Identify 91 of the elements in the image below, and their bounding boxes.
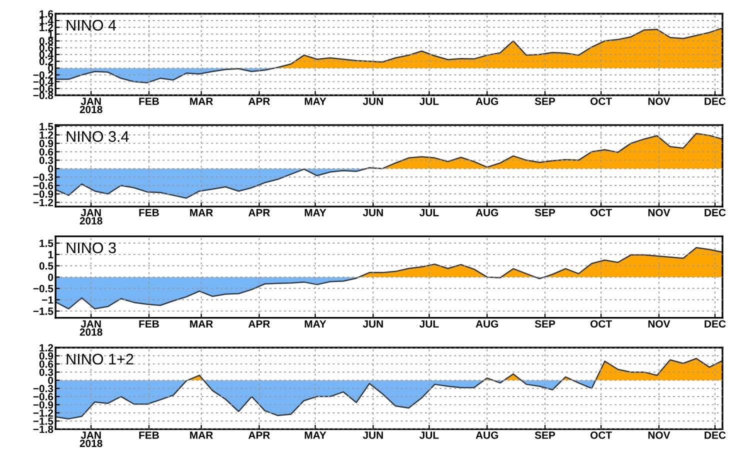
x-tick-label: APR — [248, 432, 270, 439]
x-tick-label: SEP — [534, 208, 556, 216]
x-tick-label: JAN 2018 — [80, 98, 102, 114]
y-tick-label: −0.8 — [33, 92, 54, 100]
y-tick-label: 0.3 — [39, 368, 54, 376]
y-tick-label: 0 — [48, 274, 54, 281]
x-tick-label: JUL — [420, 432, 439, 439]
y-tick-label: 0.6 — [39, 148, 54, 156]
x-tick-label: JAN 2018 — [80, 320, 102, 336]
x-tick-label: OCT — [590, 98, 612, 105]
x-tick-label: JAN 2018 — [80, 209, 102, 224]
x-tick-label: DEC — [704, 320, 726, 328]
x-tick-label: DEC — [704, 432, 726, 439]
x-tick-label: JUL — [420, 320, 439, 328]
x-tick-label: MAR — [190, 209, 213, 216]
x-tick-label: APR — [248, 209, 270, 216]
y-tick-label: −0.6 — [33, 84, 54, 92]
x-tick-label: JUN — [362, 98, 383, 105]
x-tick-label: FEB — [139, 98, 159, 105]
y-tick-label: −0.3 — [33, 384, 54, 392]
x-tick-label: JUL — [420, 209, 439, 216]
y-tick-label: 1 — [48, 251, 54, 258]
x-tick-label: JUN — [362, 432, 383, 439]
y-tick-label: −0.4 — [33, 78, 54, 86]
y-tick-label: 0 — [48, 165, 54, 172]
y-tick-label: 0.3 — [39, 156, 54, 164]
y-tick-label: 0.6 — [39, 44, 54, 52]
x-tick-label: JUL — [420, 98, 439, 105]
x-tick-label: JAN 2018 — [80, 432, 102, 448]
x-tick-label: APR — [248, 98, 270, 105]
y-tick-label: 1.4 — [40, 17, 54, 24]
y-tick-label: −0.6 — [33, 393, 54, 400]
x-tick-label: MAY — [304, 98, 326, 105]
y-tick-label: −0.2 — [33, 71, 54, 79]
x-tick-label: NOV — [648, 432, 670, 439]
y-tick-label: 1.6 — [40, 10, 54, 18]
y-tick-label: 0.9 — [39, 140, 54, 148]
y-tick-label: −0.3 — [33, 174, 54, 181]
y-tick-label: 0.6 — [39, 360, 54, 368]
x-tick-label: JUN — [362, 209, 383, 216]
x-tick-label: SEP — [534, 98, 556, 105]
y-tick-label: −0.9 — [33, 190, 54, 198]
y-tick-label: −0.6 — [33, 182, 54, 190]
x-tick-label: MAY — [304, 209, 326, 216]
chart-title: NINO 3 — [66, 242, 116, 254]
x-tick-label: AUG — [476, 98, 498, 105]
y-tick-label: 1.2 — [40, 344, 54, 352]
x-tick-label: MAY — [304, 432, 326, 439]
y-tick-label: −1.2 — [33, 198, 54, 206]
y-tick-label: −1 — [42, 296, 54, 304]
x-tick-label: OCT — [590, 432, 612, 439]
x-tick-label: AUG — [476, 208, 498, 216]
x-tick-label: FEB — [139, 209, 159, 216]
x-tick-label: NOV — [648, 320, 670, 328]
y-tick-label: 0.4 — [39, 51, 54, 58]
chart-title: NINO 4 — [66, 20, 116, 31]
x-tick-label: SEP — [534, 432, 556, 439]
y-tick-label: −1.5 — [33, 418, 54, 425]
x-tick-label: APR — [248, 320, 270, 328]
x-tick-label: MAY — [304, 320, 326, 328]
x-tick-label: JUN — [362, 320, 383, 328]
y-tick-label: 0.5 — [39, 262, 54, 270]
x-tick-label: FEB — [139, 320, 159, 328]
x-tick-label: AUG — [476, 432, 498, 439]
y-tick-label: 1.5 — [40, 123, 54, 130]
y-tick-label: −0.9 — [33, 401, 54, 409]
y-tick-label: 1.2 — [40, 131, 54, 139]
x-tick-label: OCT — [590, 208, 612, 216]
y-tick-label: −1.2 — [33, 409, 54, 417]
x-tick-label: DEC — [704, 208, 726, 216]
y-tick-label: 0.9 — [39, 352, 54, 360]
x-tick-label: OCT — [590, 320, 612, 328]
y-tick-label: 0.8 — [39, 37, 54, 45]
x-tick-label: FEB — [139, 432, 159, 439]
y-tick-label: 1.5 — [40, 240, 54, 247]
chart-title: NINO 1+2 — [66, 354, 134, 365]
y-tick-label: 1.2 — [40, 24, 54, 32]
x-tick-label: SEP — [534, 320, 556, 328]
y-tick-label: −1.8 — [33, 426, 54, 434]
y-tick-label: 0 — [48, 376, 54, 384]
y-tick-label: −0.5 — [33, 284, 54, 292]
y-tick-label: −1.5 — [33, 308, 54, 315]
x-tick-label: MAR — [190, 98, 213, 105]
x-tick-label: MAR — [190, 320, 213, 328]
x-tick-label: NOV — [648, 98, 670, 105]
y-tick-label: 0.2 — [39, 58, 54, 66]
x-tick-label: AUG — [476, 320, 498, 328]
x-tick-label: NOV — [648, 208, 670, 216]
x-tick-label: DEC — [704, 98, 726, 105]
x-tick-label: MAR — [190, 432, 213, 439]
chart-title: NINO 3.4 — [66, 131, 129, 142]
